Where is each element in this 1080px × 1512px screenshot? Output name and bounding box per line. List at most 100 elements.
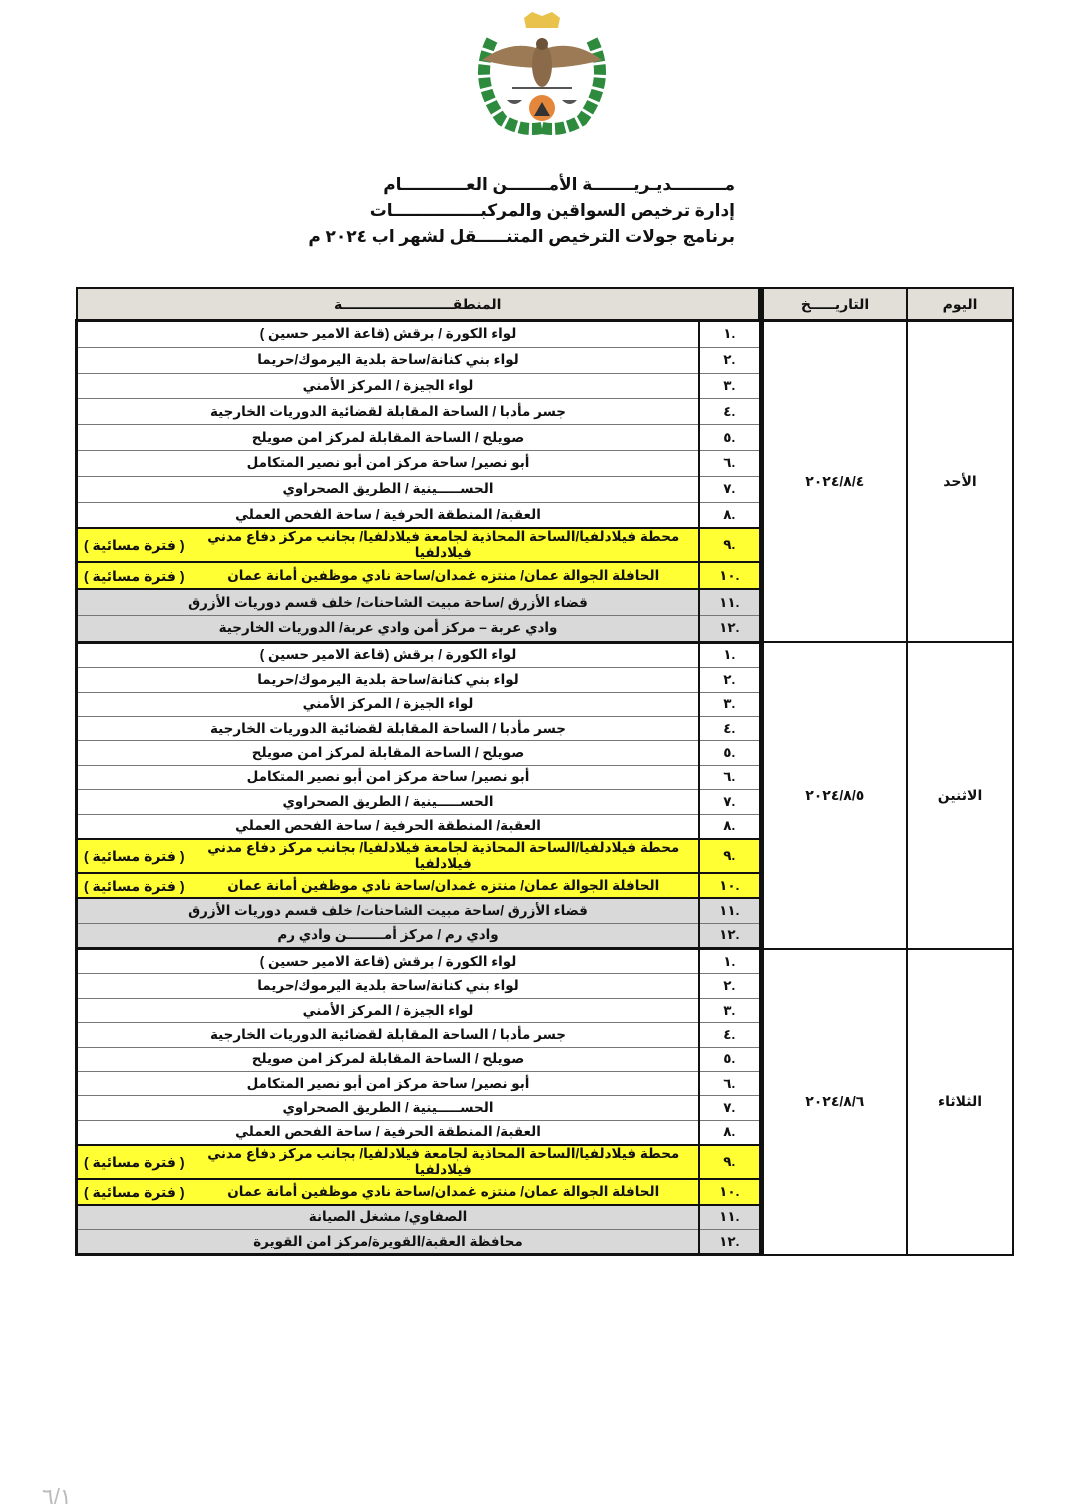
- table-row: .٤ جسر مأدبا / الساحة المقابلة لقضائية ال…: [75, 398, 1014, 426]
- schedule-body: الأحد ٢٠٢٤/٨/٤.١ لواء الكورة / برقش (قاعة …: [75, 319, 1014, 1257]
- location-cell: جسر مأدبا / الساحة المقابلة لقضائية الدو…: [75, 398, 699, 426]
- table-row: .٧ الحســـــينية / الطريق الصحراوي: [75, 789, 1014, 815]
- table-row: .١١ الصفاوي/ مشغل الصيانة: [75, 1204, 1014, 1230]
- document-header: مـــــــــديـريـــــــة الأمـــــــن الع…: [300, 172, 735, 250]
- location-content: الحافلة الجوالة عمان/ منتزه غمدان/ساحة ن…: [79, 877, 698, 894]
- table-row: الأحد ٢٠٢٤/٨/٤.١ لواء الكورة / برقش (قاعة …: [75, 319, 1014, 644]
- table-row: .١٢ وادي رم / مركز أمــــــــن وادي رم: [75, 923, 1014, 951]
- location-cell: العقبة/ المنطقة الحرفية / ساحة الفحص الع…: [75, 1120, 699, 1146]
- row-number: .١: [698, 948, 762, 975]
- table-row: .٨ العقبة/ المنطقة الحرفية / ساحة الفحص ا…: [75, 502, 1014, 529]
- table-row: .٤ جسر مأدبا / الساحة المقابلة لقضائية ال…: [75, 716, 1014, 742]
- location-cell: لواء الجيزة / المركز الأمني: [75, 998, 699, 1024]
- location-cell: لواء بني كنانة/ساحة بلدية اليرموك/حريما: [75, 347, 699, 374]
- row-number: .٤: [698, 398, 762, 426]
- table-row: .٧ الحســـــينية / الطريق الصحراوي: [75, 476, 1014, 503]
- location-text: الحافلة الجوالة عمان/ منتزه غمدان/ساحة ن…: [227, 1183, 660, 1199]
- header-region: المنطقـــــــــــــــــــــــة: [75, 287, 762, 322]
- row-number: .١٢: [698, 615, 762, 644]
- location-cell: الصفاوي/ مشغل الصيانة: [75, 1204, 699, 1230]
- location-text: العقبة/ المنطقة الحرفية / ساحة الفحص الع…: [235, 818, 541, 834]
- location-text: صويلح / الساحة المقابلة لمركز امن صويلح: [251, 1051, 525, 1067]
- table-row: الثلاثاء ٢٠٢٤/٨/٦.١ لواء الكورة / برقش (قا…: [75, 947, 1014, 1256]
- row-number: .١٢: [698, 1229, 762, 1257]
- table-row: .٦ أبو نصير/ ساحة مركز امن أبو نصير المتك…: [75, 450, 1014, 477]
- table-row: .٧ الحســـــينية / الطريق الصحراوي: [75, 1095, 1014, 1121]
- table-header-row: اليوم التاريـــــخ المنطقـــــــــــــــ…: [75, 287, 1014, 322]
- location-cell: قضاء الأزرق /ساحة مبيت الشاحنات/ خلف قسم…: [75, 898, 699, 924]
- location-text: العقبة/ المنطقة الحرفية / ساحة الفحص الع…: [235, 1124, 541, 1140]
- schedule-table: اليوم التاريـــــخ المنطقـــــــــــــــ…: [75, 287, 1014, 1257]
- evening-period-note: ( فترة مسائية ): [84, 537, 185, 554]
- location-cell: أبو نصير/ ساحة مركز امن أبو نصير المتكام…: [75, 1071, 699, 1097]
- location-text: أبو نصير/ ساحة مركز امن أبو نصير المتكام…: [246, 769, 530, 785]
- location-cell: الحافلة الجوالة عمان/ منتزه غمدان/ساحة ن…: [75, 1178, 699, 1206]
- table-row: .٨ العقبة/ المنطقة الحرفية / ساحة الفحص ا…: [75, 1120, 1014, 1146]
- evening-period-note: ( فترة مسائية ): [84, 877, 185, 894]
- row-number: .٨: [698, 502, 762, 529]
- location-text: الحســـــينية / الطريق الصحراوي: [282, 481, 494, 497]
- location-cell: الحســـــينية / الطريق الصحراوي: [75, 476, 699, 503]
- table-row: .٥ صويلح / الساحة المقابلة لمركز امن صويل…: [75, 424, 1014, 451]
- location-text: أبو نصير/ ساحة مركز امن أبو نصير المتكام…: [246, 455, 530, 471]
- location-cell: جسر مأدبا / الساحة المقابلة لقضائية الدو…: [75, 716, 699, 742]
- location-text: محطة فيلادلفيا/الساحة المحاذية لجامعة في…: [207, 1146, 680, 1178]
- row-number: .٩: [698, 527, 762, 564]
- location-text: جسر مأدبا / الساحة المقابلة لقضائية الدو…: [209, 1026, 567, 1042]
- location-cell: لواء الكورة / برقش (قاعة الامير حسين ): [75, 320, 699, 348]
- header-day: اليوم: [906, 287, 1014, 322]
- location-content: محطة فيلادلفيا/الساحة المحاذية لجامعة في…: [79, 529, 698, 561]
- location-cell: لواء الجيزة / المركز الأمني: [75, 373, 699, 400]
- row-number: .٢: [698, 347, 762, 374]
- page-number: ٦/١: [42, 1484, 72, 1509]
- location-text: لواء الكورة / برقش (قاعة الامير حسين ): [259, 647, 517, 663]
- row-number: .٤: [698, 716, 762, 742]
- row-number: .٣: [698, 692, 762, 717]
- table-row: الاثنين ٢٠٢٤/٨/٥.١ لواء الكورة / برقش (قاع…: [75, 641, 1014, 950]
- location-cell: الحســـــينية / الطريق الصحراوي: [75, 1095, 699, 1121]
- table-row: .٩ محطة فيلادلفيا/الساحة المحاذية لجامعة …: [75, 527, 1014, 564]
- location-cell: أبو نصير/ ساحة مركز امن أبو نصير المتكام…: [75, 765, 699, 791]
- location-cell: قضاء الأزرق /ساحة مبيت الشاحنات/ خلف قسم…: [75, 589, 699, 616]
- row-number: .٨: [698, 814, 762, 840]
- day-cell: الاثنين: [906, 641, 1014, 950]
- table-row: .٥ صويلح / الساحة المقابلة لمركز امن صويل…: [75, 1047, 1014, 1073]
- header-line-department: إدارة ترخيص السواقين والمركبــــــــــــ…: [369, 201, 735, 220]
- table-row: .٤ جسر مأدبا / الساحة المقابلة لقضائية ال…: [75, 1022, 1014, 1048]
- table-row: .٣ لواء الجيزة / المركز الأمني: [75, 373, 1014, 400]
- row-number: .١٠: [698, 1178, 762, 1206]
- location-cell: الحافلة الجوالة عمان/ منتزه غمدان/ساحة ن…: [75, 871, 699, 900]
- row-number: .١٢: [698, 923, 762, 951]
- location-text: محافظة العقبة/القويرة/مركز امن القويرة: [253, 1233, 523, 1249]
- location-cell: وادي عربة – مركز أمن وادي عربة/ الدوريات…: [75, 615, 699, 644]
- table-row: .٦ أبو نصير/ ساحة مركز امن أبو نصير المتك…: [75, 765, 1014, 791]
- table-row: .١١ قضاء الأزرق /ساحة مبيت الشاحنات/ خلف …: [75, 589, 1014, 616]
- row-number: .١: [698, 642, 762, 669]
- location-text: محطة فيلادلفيا/الساحة المحاذية لجامعة في…: [207, 529, 680, 561]
- location-text: لواء الجيزة / المركز الأمني: [302, 1002, 474, 1018]
- location-text: قضاء الأزرق /ساحة مبيت الشاحنات/ خلف قسم…: [188, 902, 588, 918]
- table-row: .٩ محطة فيلادلفيا/الساحة المحاذية لجامعة …: [75, 837, 1014, 874]
- location-text: جسر مأدبا / الساحة المقابلة لقضائية الدو…: [209, 403, 567, 419]
- location-content: الحافلة الجوالة عمان/ منتزه غمدان/ساحة ن…: [79, 1183, 698, 1200]
- date-cell: ٢٠٢٤/٨/٤: [758, 319, 908, 644]
- row-number: .١٠: [698, 561, 762, 591]
- row-number: .٤: [698, 1022, 762, 1048]
- location-text: لواء بني كنانة/ساحة بلدية اليرموك/حريما: [257, 978, 519, 994]
- location-text: جسر مأدبا / الساحة المقابلة لقضائية الدو…: [209, 720, 567, 736]
- table-row: .٢ لواء بني كنانة/ساحة بلدية اليرموك/حريم…: [75, 973, 1014, 999]
- row-number: .٦: [698, 1071, 762, 1097]
- row-number: .١١: [698, 1204, 762, 1230]
- date-cell: ٢٠٢٤/٨/٦: [758, 947, 908, 1256]
- location-cell: لواء بني كنانة/ساحة بلدية اليرموك/حريما: [75, 973, 699, 999]
- table-row: .٩ محطة فيلادلفيا/الساحة المحاذية لجامعة …: [75, 1144, 1014, 1181]
- row-number: .١١: [698, 589, 762, 616]
- row-number: .١١: [698, 898, 762, 924]
- location-text: لواء بني كنانة/ساحة بلدية اليرموك/حريما: [257, 671, 519, 687]
- location-cell: لواء الجيزة / المركز الأمني: [75, 692, 699, 717]
- location-cell: لواء الكورة / برقش (قاعة الامير حسين ): [75, 642, 699, 669]
- row-number: .٦: [698, 450, 762, 477]
- location-content: محطة فيلادلفيا/الساحة المحاذية لجامعة في…: [79, 1146, 698, 1178]
- location-text: لواء الجيزة / المركز الأمني: [302, 696, 474, 712]
- table-row: .١٢ محافظة العقبة/القويرة/مركز امن القوير…: [75, 1229, 1014, 1257]
